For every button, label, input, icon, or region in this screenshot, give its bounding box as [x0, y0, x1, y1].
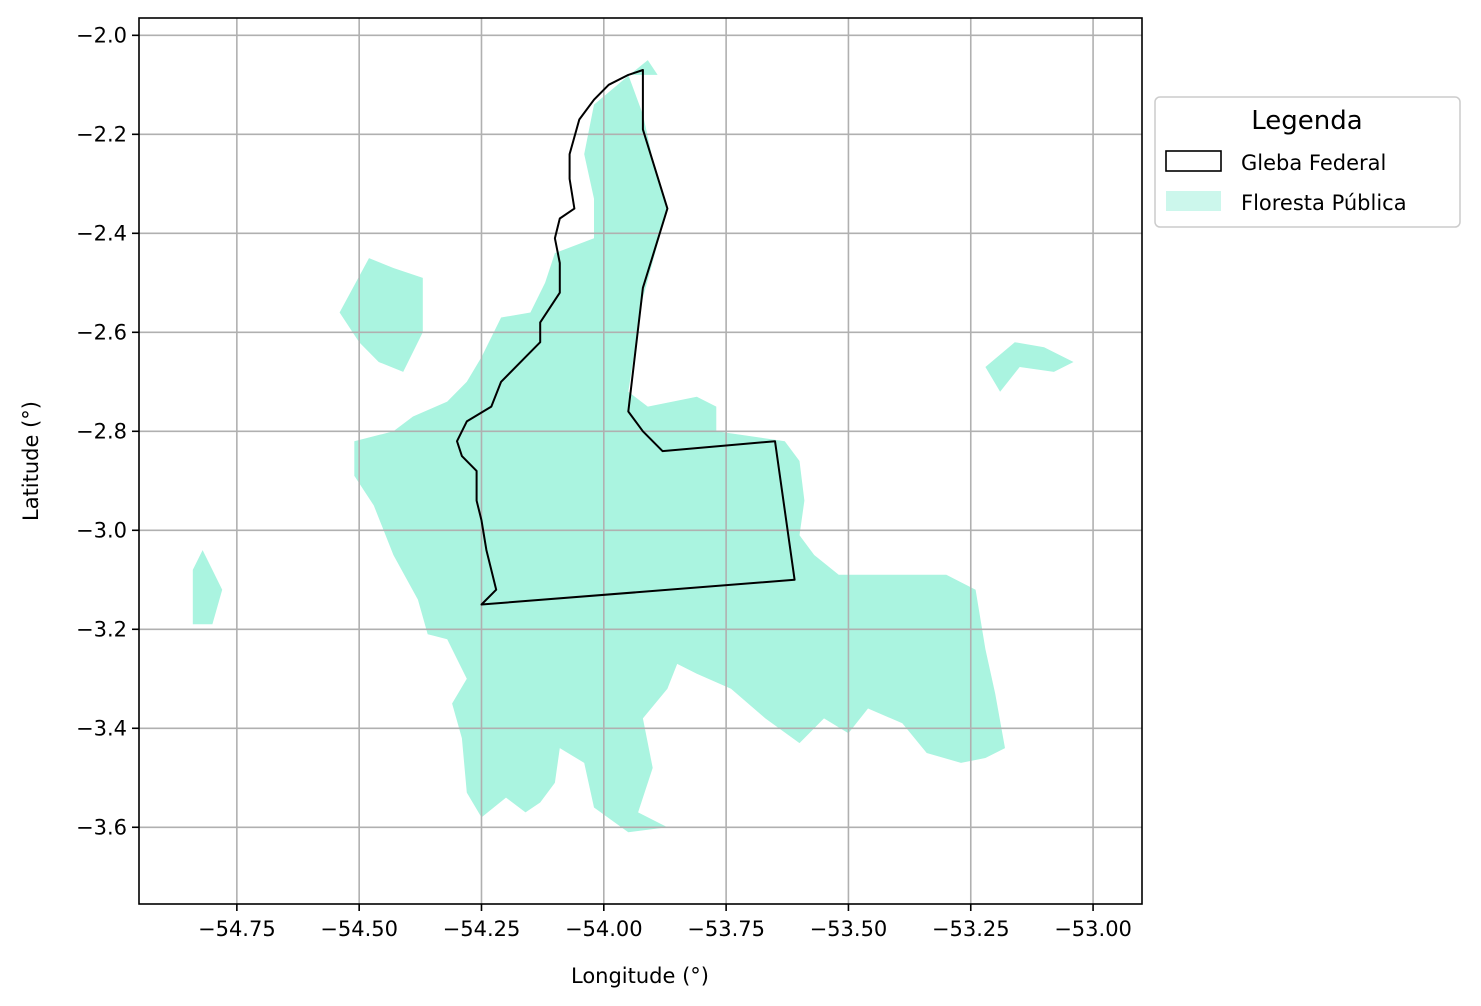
- floresta-publica-polygon-3: [985, 342, 1074, 392]
- y-tick-label: −3.6: [76, 815, 127, 839]
- y-tick-label: −3.0: [76, 518, 127, 542]
- gleba-federal-outline: [456, 69, 796, 606]
- x-tick-label: −54.00: [565, 917, 643, 941]
- floresta-publica-layer: [192, 60, 1074, 833]
- axis-ticks: −54.75 −54.50 −54.25 −54.00 −53.75 −53.50 −53.…: [76, 23, 1132, 941]
- x-tick-label: −53.00: [1054, 917, 1132, 941]
- y-tick-label: −2.2: [76, 122, 127, 146]
- legend-label-floresta: Floresta Pública: [1241, 191, 1407, 215]
- y-tick-label: −2.0: [76, 23, 127, 47]
- legend-label-gleba: Gleba Federal: [1241, 151, 1386, 175]
- x-tick-label: −54.25: [443, 917, 521, 941]
- x-tick-label: −53.25: [932, 917, 1010, 941]
- x-tick-label: −53.75: [687, 917, 765, 941]
- legend: Legenda Gleba Federal Floresta Pública: [1154, 96, 1461, 228]
- y-tick-label: −2.8: [76, 419, 127, 443]
- legend-swatch-floresta: [1166, 191, 1221, 211]
- legend-title: Legenda: [1251, 106, 1362, 136]
- x-tick-label: −54.50: [320, 917, 398, 941]
- gleba-federal-layer: [456, 69, 796, 606]
- y-tick-label: −2.6: [76, 320, 127, 344]
- floresta-publica-polygon-0: [354, 60, 1005, 833]
- x-tick-label: −54.75: [198, 917, 276, 941]
- floresta-publica-polygon-1: [339, 258, 423, 372]
- grid-lines: [139, 18, 1142, 904]
- x-tick-label: −53.50: [810, 917, 888, 941]
- legend-swatch-gleba: [1165, 150, 1222, 172]
- y-tick-label: −3.2: [76, 617, 127, 641]
- legend-box: [1154, 96, 1461, 228]
- y-tick-label: −2.4: [76, 221, 127, 245]
- x-axis-label: Longitude (°): [571, 964, 709, 988]
- y-tick-label: −3.4: [76, 716, 127, 740]
- y-axis-label: Latitude (°): [19, 401, 43, 521]
- floresta-publica-polygon-2: [192, 550, 223, 625]
- plot-frame: [138, 17, 1143, 905]
